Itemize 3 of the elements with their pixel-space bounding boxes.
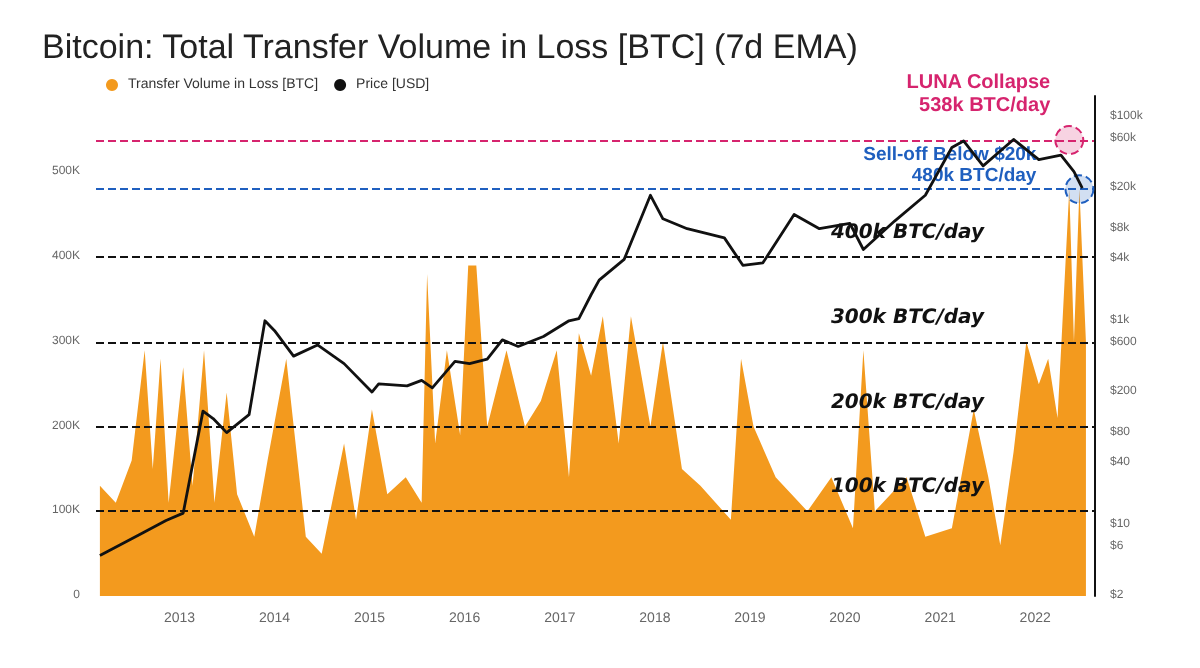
chart-title: Bitcoin: Total Transfer Volume in Loss [BTC] (7d EMA) [42, 28, 858, 66]
ref-line-label: 300k BTC/day [830, 306, 985, 329]
annotation: LUNA Collapse 538k BTC/day [906, 71, 1052, 117]
